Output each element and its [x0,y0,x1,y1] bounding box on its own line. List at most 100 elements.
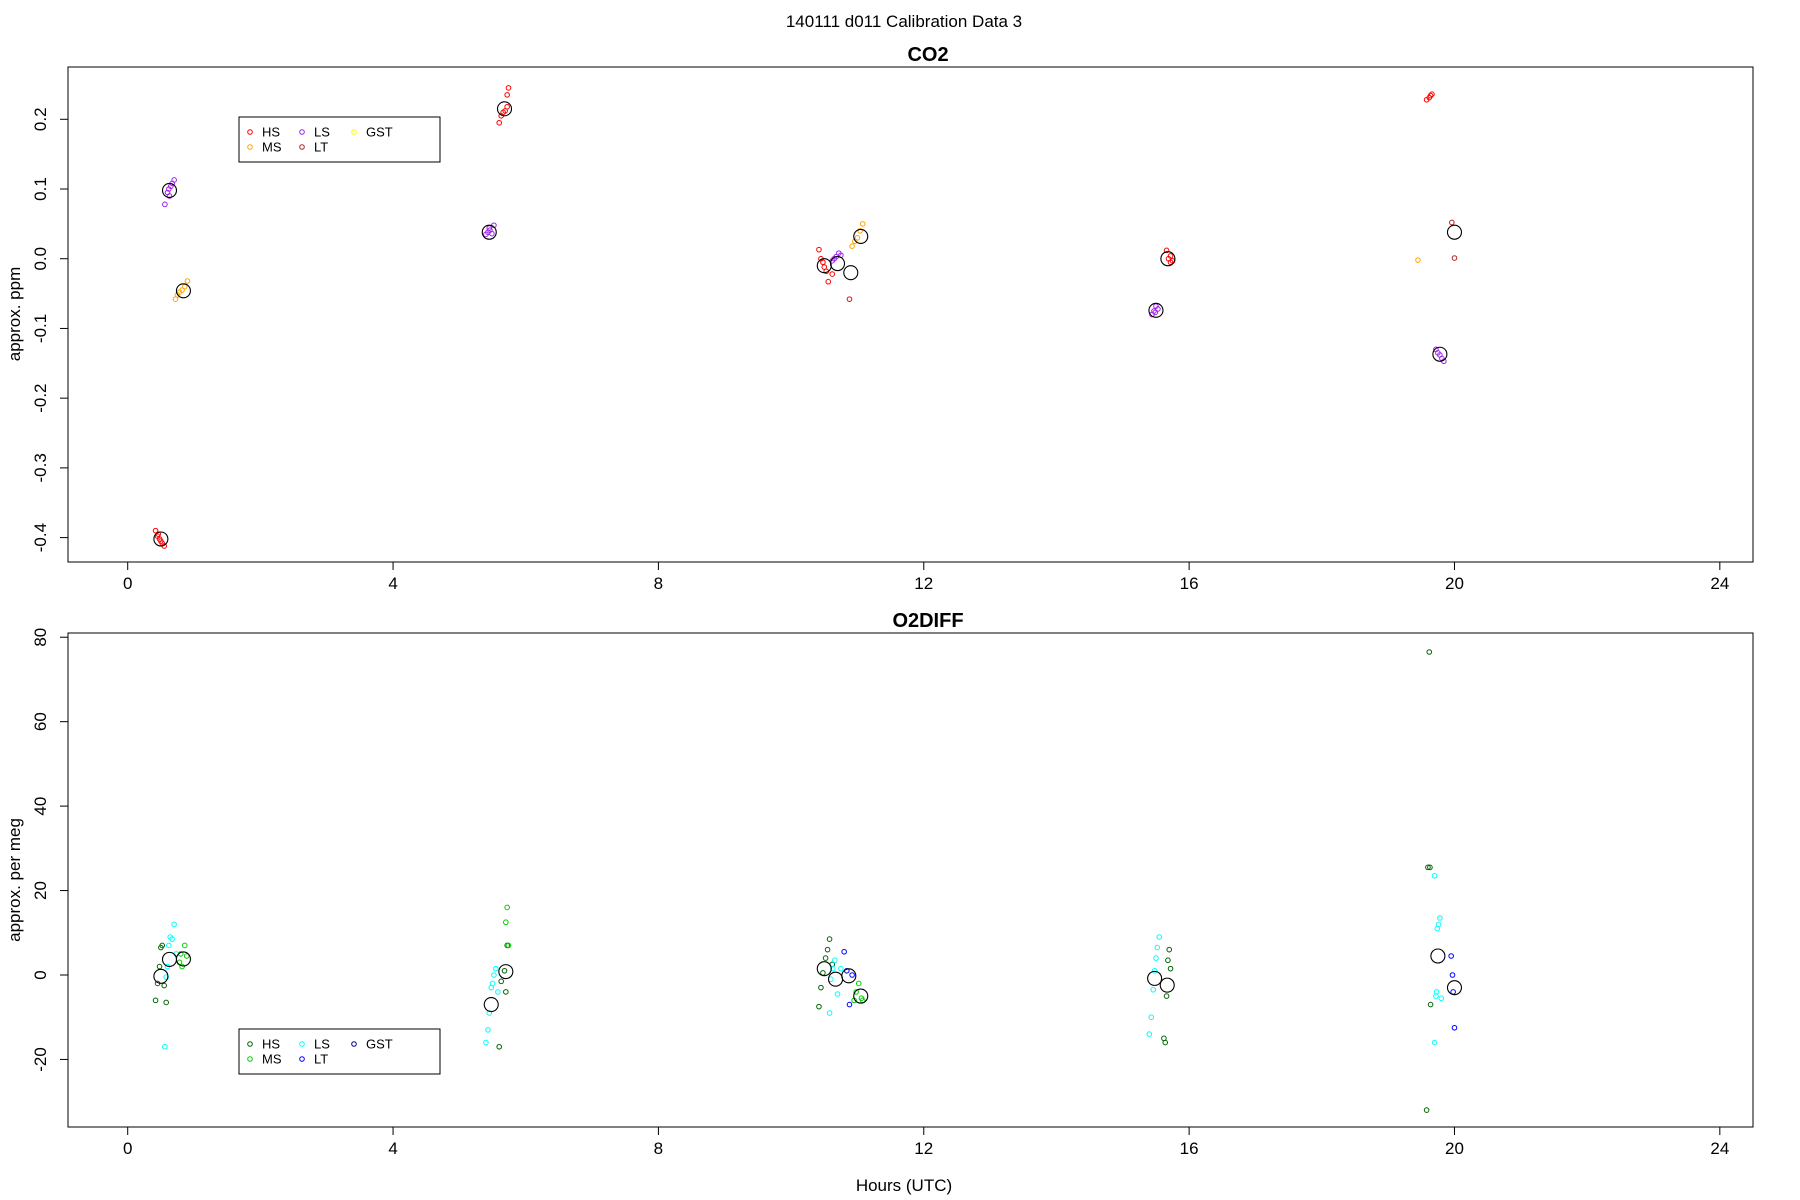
o2diff-mean-marker [175,951,191,967]
o2diff-x-tick-label: 16 [1180,1139,1199,1158]
o2diff-point-lt [1451,1024,1458,1031]
co2-legend-items: HS LS GST MS LT [247,125,393,155]
co2-mean-marker [161,182,178,198]
o2diff-point-hs [1166,946,1173,953]
o2diff-legend-marker-gst [351,1041,357,1047]
co2-y-tick-label: -0.3 [31,453,50,482]
o2diff-point-ls [163,974,169,980]
o2diff-mean-marker [1446,980,1463,996]
o2diff-point-hs [1426,649,1433,655]
o2diff-y-tick-label: 60 [31,712,50,731]
co2-x-tick-label: 24 [1710,574,1729,593]
co2-y-tick-label: -0.2 [31,384,50,413]
o2diff-point-ls [1146,1031,1153,1037]
co2-data-points [152,85,1463,549]
co2-mean-marker [175,283,191,299]
o2diff-point-ls [489,980,496,987]
o2diff-point-lt [846,1001,853,1008]
o2diff-point-hs [163,999,169,1006]
o2diff-x-tick-label: 0 [123,1139,132,1158]
o2diff-point-ls [169,936,175,942]
o2diff-point-ms [181,942,188,949]
co2-point-ls [162,201,168,208]
co2-point-ms [854,235,861,241]
co2-x-tick-label: 8 [654,574,663,593]
o2diff-point-ms [505,942,512,949]
o2diff-point-ls [1153,955,1159,961]
o2diff-point-ls [832,957,838,964]
co2-point-ls [489,230,495,237]
o2diff-point-hs [816,1003,822,1010]
o2diff-legend-label-hs: HS [262,1037,280,1052]
o2diff-y-tick-label: 40 [31,797,50,816]
co2-point-ls [1152,309,1159,316]
o2diff-point-hs [1427,864,1433,871]
o2diff-legend-marker-hs [247,1041,253,1047]
o2diff-point-hs [1425,864,1431,871]
o2diff-ylabel: approx. per meg [5,818,24,942]
o2diff-point-hs [818,984,824,991]
o2diff-point-hs [498,978,504,985]
co2-legend-marker-lt [299,144,305,150]
o2diff-point-hs [159,942,166,949]
o2diff-point-ls [1431,872,1438,879]
o2diff-point-hs [1427,1001,1434,1008]
co2-point-hs [816,246,822,253]
o2diff-point-hs [152,997,159,1004]
o2diff-point-ls [495,989,501,995]
co2-point-hs [504,92,510,98]
o2diff-data-points [152,649,1463,1113]
o2diff-point-ls [826,1010,833,1016]
o2diff-legend-label-ms: MS [262,1052,282,1067]
o2diff-mean-marker [1430,948,1446,964]
o2diff-title: O2DIFF [892,610,963,632]
co2-point-hs [505,85,512,91]
co2-point-hs [504,103,510,110]
o2diff-axes: 0 4 8 12 16 20 24 -20 0 20 40 60 80 [31,628,1729,1158]
co2-legend: HS LS GST MS LT [238,116,441,163]
o2diff-y-tick-label: 20 [31,881,50,900]
co2-point-lt [1449,219,1455,226]
o2diff-mean-marker [498,964,514,980]
co2-point-hs [1167,253,1174,259]
o2diff-point-hs [496,1043,503,1050]
co2-point-ms [849,243,855,249]
co2-point-ls [1155,306,1161,312]
co2-mean-marker [1432,346,1448,362]
co2-x-tick-label: 12 [914,574,933,593]
co2-mean-marker [853,228,869,244]
co2-legend-label-ls: LS [314,125,330,140]
co2-mean-marker [481,224,497,240]
o2diff-point-ls [485,1027,491,1033]
o2diff-point-lt [849,972,855,978]
co2-point-hs [1429,91,1435,97]
o2diff-point-ms [503,919,509,926]
o2diff-point-ls [830,965,836,972]
o2diff-point-ls [171,921,177,928]
o2diff-point-ls [1154,944,1161,951]
co2-legend-marker-hs [247,129,253,135]
co2-mean-marker [496,101,513,117]
co2-point-ls [171,177,177,183]
co2-point-hs [820,259,826,266]
co2-x-tick-label: 4 [388,574,397,593]
o2diff-point-hs [826,936,833,942]
o2diff-point-hs [503,989,509,995]
o2diff-panel: O2DIFF 0 4 8 12 16 20 24 -20 0 20 40 60 80 approx. p… [5,610,1754,1195]
co2-panel: CO2 0 4 8 12 16 20 24 -0.4 -0.3 -0.2 -0.1 0.0 0.1 0.2… [5,44,1754,593]
co2-title: CO2 [907,44,948,66]
o2diff-legend-label-ls: LS [314,1037,330,1052]
o2diff-x-tick-label: 4 [388,1139,397,1158]
co2-point-ms [857,228,863,234]
co2-point-lt [1451,255,1458,261]
co2-x-tick-label: 0 [123,574,132,593]
o2diff-point-ls [834,991,841,997]
figure-suptitle: 140111 d011 Calibration Data 3 [786,12,1022,31]
co2-point-ms [179,287,185,293]
o2diff-point-lt [1449,972,1456,978]
co2-mean-marker [153,531,169,547]
co2-point-hs [846,296,853,302]
o2diff-xlabel: Hours (UTC) [856,1176,952,1195]
o2diff-legend-items: HS LS GST MS LT [247,1037,393,1067]
